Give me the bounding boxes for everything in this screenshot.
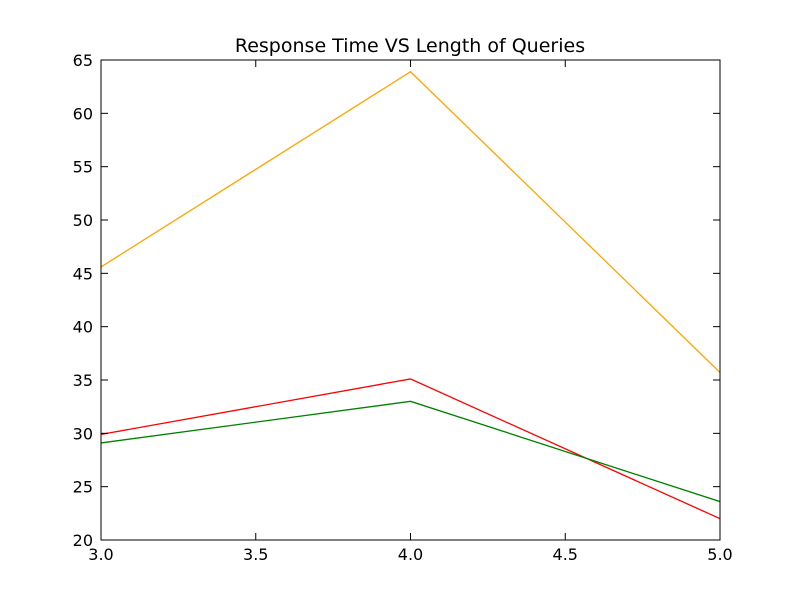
chart-title: Response Time VS Length of Queries [235, 35, 585, 57]
x-tick-label: 4.5 [553, 545, 578, 564]
x-tick-label: 5.0 [707, 545, 732, 564]
series-line-1 [101, 378, 720, 520]
y-tick-label: 30 [73, 424, 93, 443]
y-tick-label: 40 [73, 318, 93, 337]
series-layer [101, 70, 720, 520]
y-tick-label: 65 [73, 51, 93, 70]
x-tick-label: 4.0 [398, 545, 423, 564]
x-tick-label: 3.0 [88, 545, 113, 564]
x-tick-label: 3.5 [243, 545, 268, 564]
y-tick-label: 55 [73, 158, 93, 177]
y-tick-label: 45 [73, 264, 93, 283]
series-line-2 [101, 400, 720, 503]
y-tick-label: 25 [73, 478, 93, 497]
y-tick-label: 60 [73, 104, 93, 123]
series-line-0 [101, 70, 720, 373]
y-tick-label: 35 [73, 371, 93, 390]
y-tick-label: 50 [73, 211, 93, 230]
plot-frame [100, 59, 721, 541]
y-tick-label: 20 [73, 531, 93, 550]
axes-layer: 3.0 3.5 4.0 4.5 5.0 20 25 30 35 40 45 50 55 60 65 [73, 51, 733, 564]
